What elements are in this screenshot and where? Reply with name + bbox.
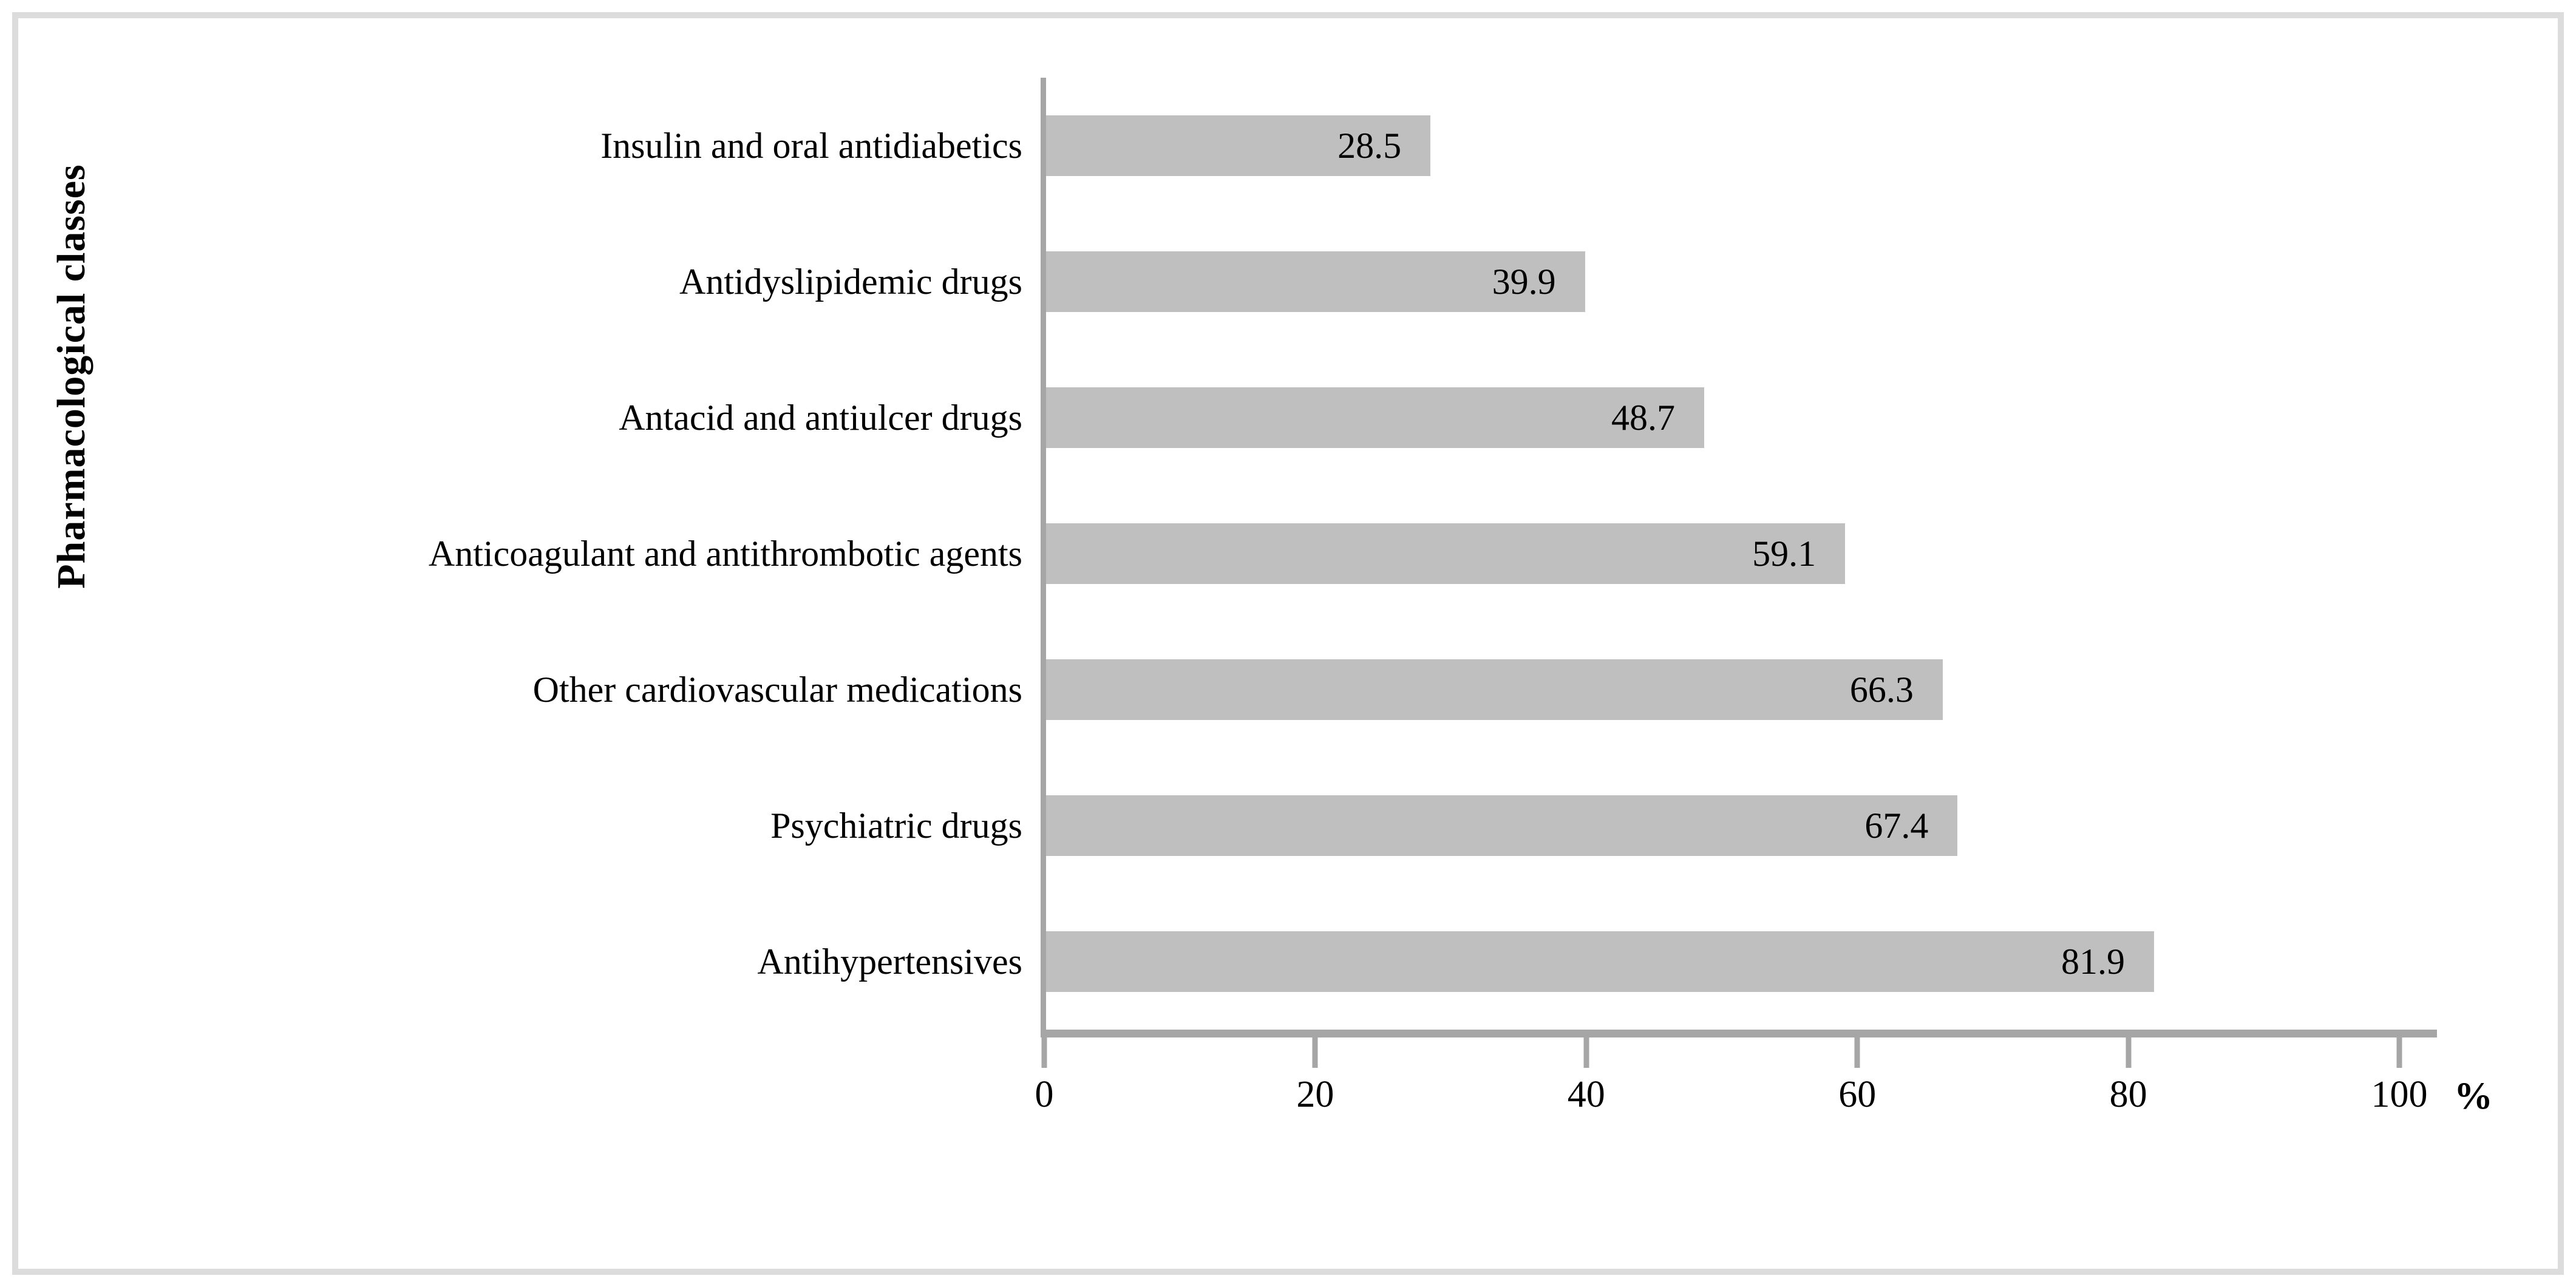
x-tick [2396,1037,2402,1068]
x-tick [1583,1037,1589,1068]
bar-value-label: 81.9 [2061,941,2125,982]
x-tick-label: 80 [2109,1074,2147,1115]
bar-value-label: 59.1 [1752,533,1816,574]
bar-track: 67.4 [1044,758,2399,894]
bar-value-label: 66.3 [1849,669,1914,710]
x-axis-unit-label: % [2454,1074,2493,1117]
category-label: Anticoagulant and antithrombotic agents [428,533,1022,574]
bar-row: Other cardiovascular medications 66.3 [24,622,2552,758]
y-axis-line [1041,78,1046,1035]
category-label: Insulin and oral antidiabetics [600,125,1022,166]
bar: 59.1 [1044,523,1846,584]
bar-track: 48.7 [1044,350,2399,486]
bar-track: 39.9 [1044,214,2399,350]
category-label: Antidyslipidemic drugs [679,261,1022,302]
bar: 66.3 [1044,659,1943,720]
x-tick [1312,1037,1318,1068]
category-label: Other cardiovascular medications [532,669,1022,710]
x-tick-label: 60 [1838,1074,1877,1115]
bar-track: 81.9 [1044,894,2399,1030]
bar-track: 59.1 [1044,486,2399,622]
x-tick-label: 20 [1296,1074,1334,1115]
category-label: Psychiatric drugs [770,805,1022,846]
bar-row: Antidyslipidemic drugs 39.9 [24,214,2552,350]
bar: 67.4 [1044,795,1958,856]
x-tick [1041,1037,1047,1068]
bar-row: Antihypertensives 81.9 [24,894,2552,1030]
category-label: Antihypertensives [757,941,1022,982]
bar-row: Psychiatric drugs 67.4 [24,758,2552,894]
x-axis-line [1041,1030,2437,1037]
bar: 28.5 [1044,115,1431,176]
figure-border [12,12,2564,1275]
x-axis-tick-labels: 0 20 40 60 80 100 [1035,1073,2428,1128]
bar-track: 66.3 [1044,622,2399,758]
bar-row: Antacid and antiulcer drugs 48.7 [24,350,2552,486]
category-label: Antacid and antiulcer drugs [619,397,1022,438]
bar: 39.9 [1044,251,1585,312]
bar-row: Anticoagulant and antithrombotic agents 5… [24,486,2552,622]
x-tick-label: 40 [1567,1074,1605,1115]
x-tick [1854,1037,1860,1068]
bar-value-label: 67.4 [1864,805,1929,846]
bar-value-label: 39.9 [1492,261,1556,302]
x-tick [2126,1037,2132,1068]
x-axis-ticks [1041,1037,2402,1069]
bar-rows: Insulin and oral antidiabetics 28.5 Antidy… [24,78,2552,1030]
bar-value-label: 28.5 [1337,125,1402,166]
bar-track: 28.5 [1044,78,2399,214]
x-tick-label: 0 [1035,1074,1054,1115]
x-tick-label: 100 [2371,1074,2428,1115]
bar: 81.9 [1044,931,2154,992]
bar: 48.7 [1044,387,1704,448]
bar-row: Insulin and oral antidiabetics 28.5 [24,78,2552,214]
bar-value-label: 48.7 [1611,397,1675,438]
